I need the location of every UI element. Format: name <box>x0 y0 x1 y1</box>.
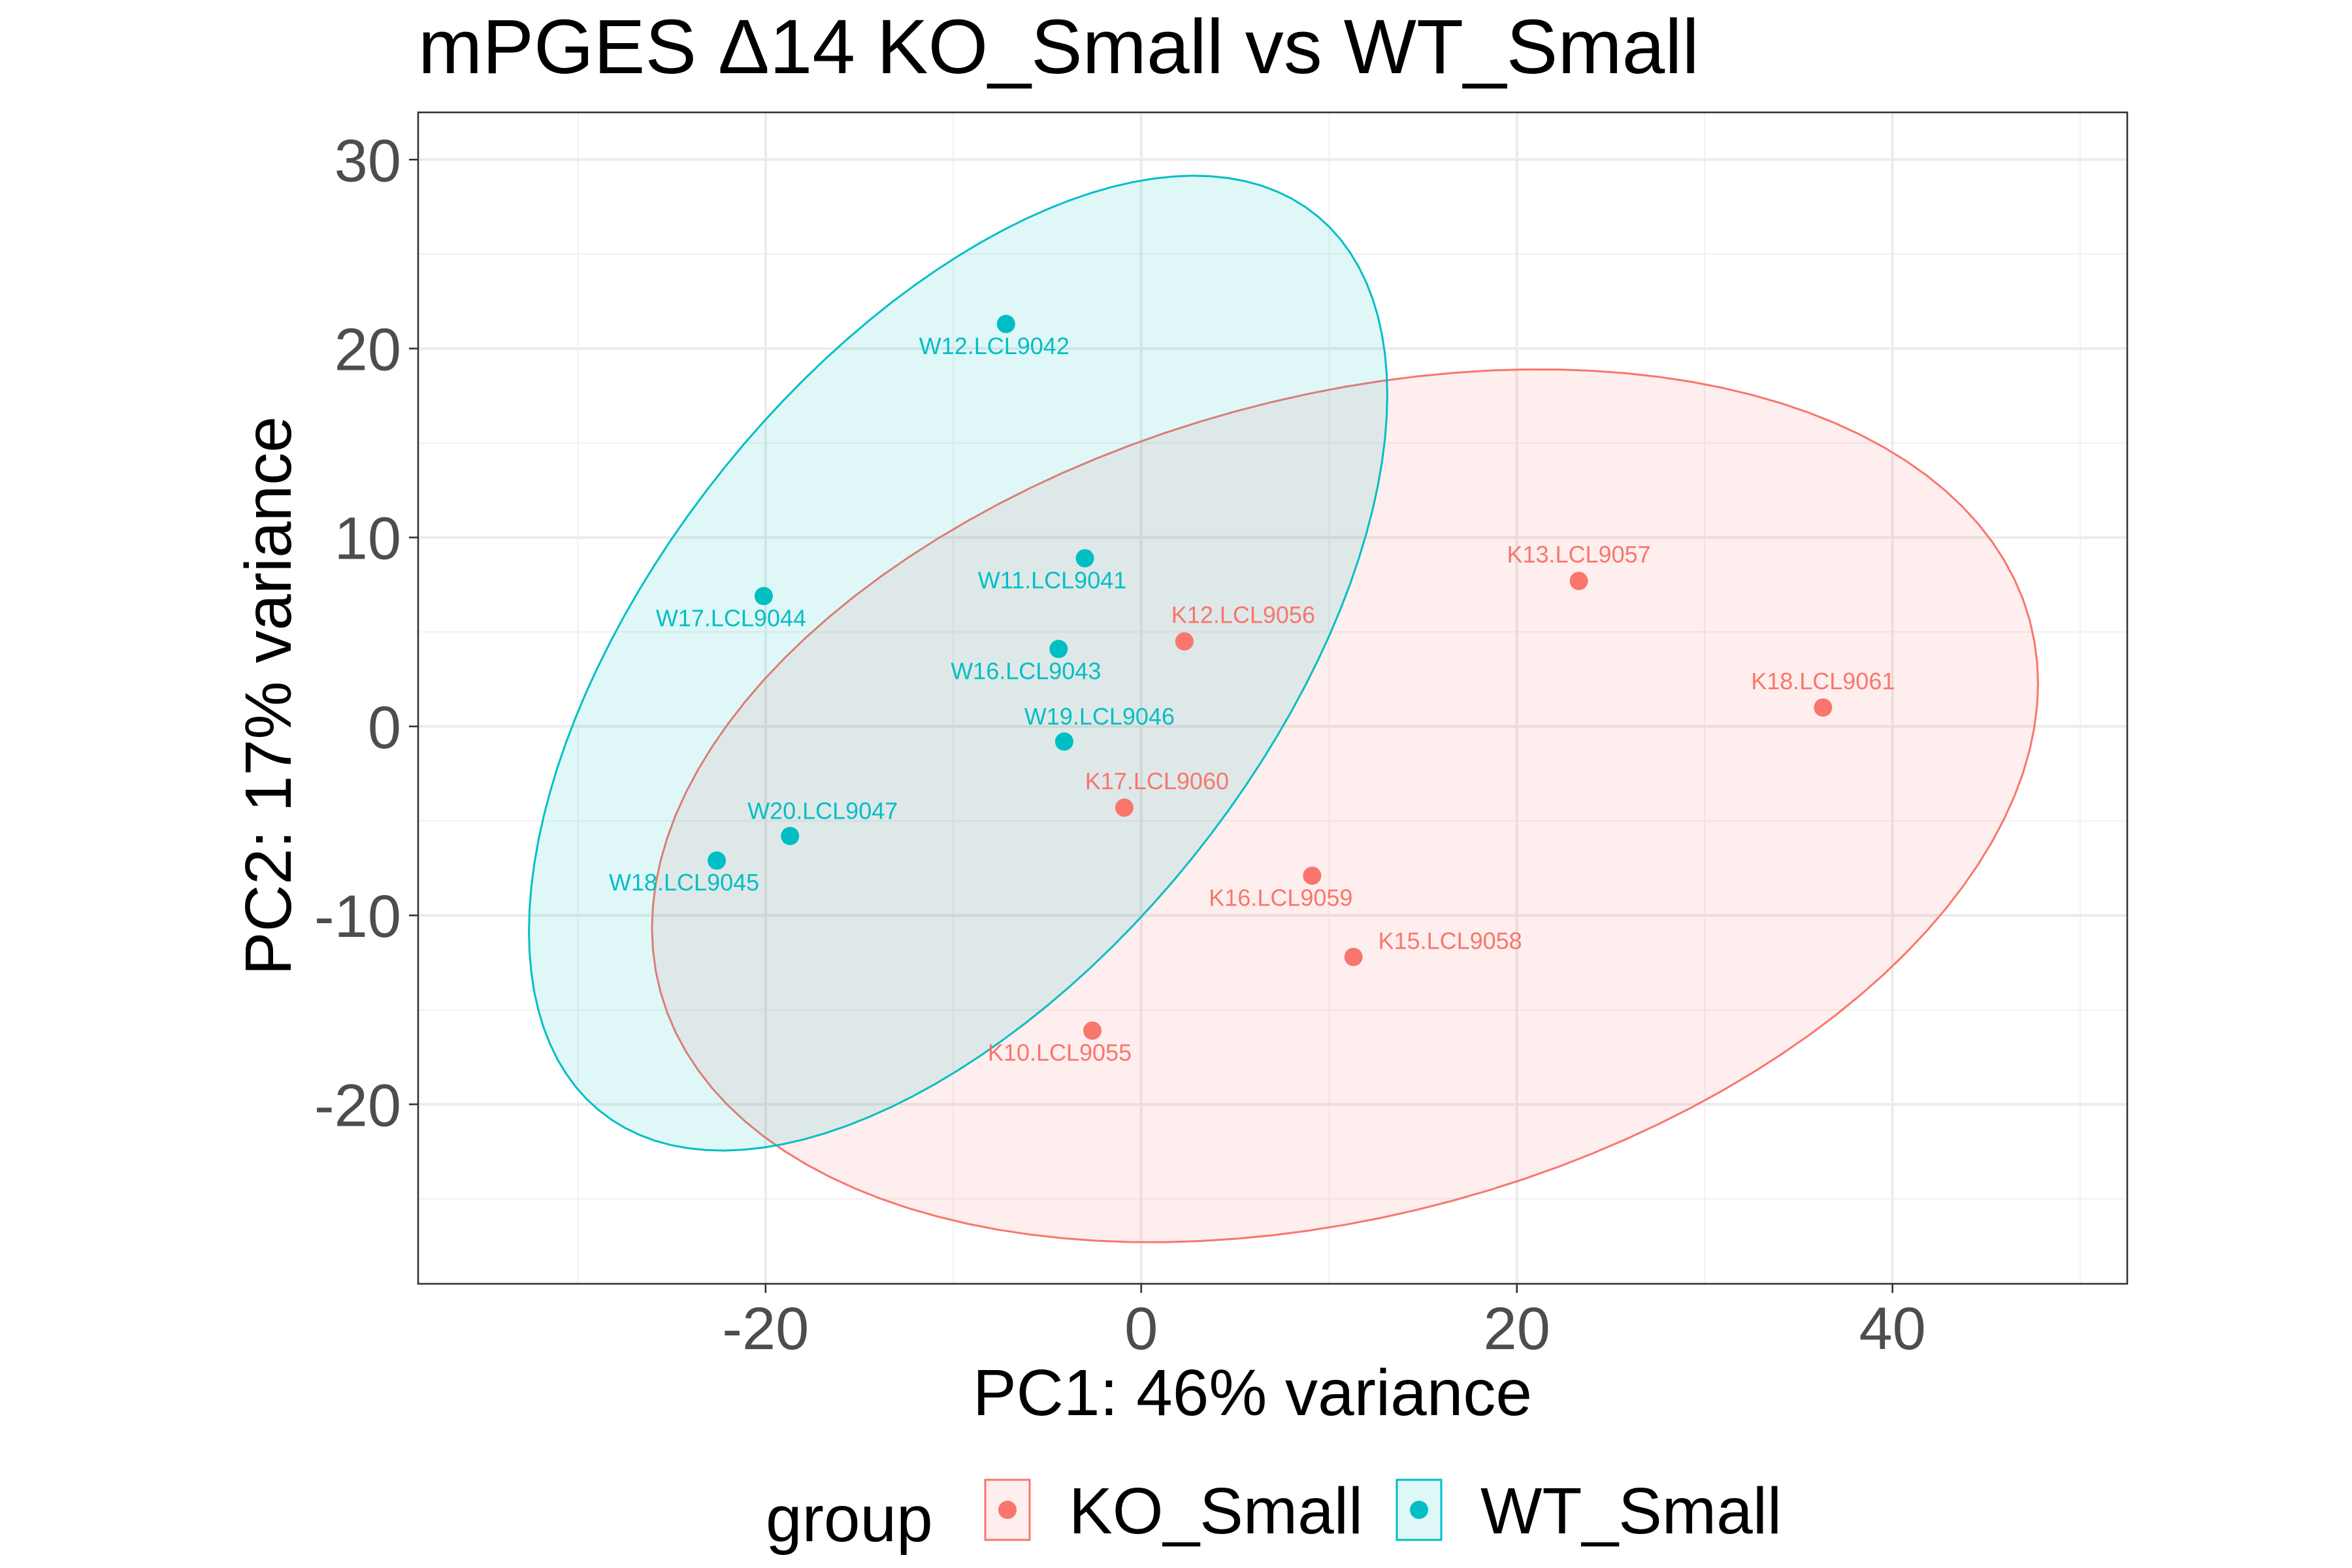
point-label: W19.LCL9046 <box>1024 703 1175 730</box>
chart-title: mPGES Δ14 KO_Small vs WT_Small <box>418 4 1699 90</box>
data-point-k17-lcl9060 <box>1115 798 1134 817</box>
data-point-w11-lcl9041 <box>1075 549 1094 568</box>
point-label: W12.LCL9042 <box>919 333 1070 359</box>
data-point-k13-lcl9057 <box>1569 572 1588 591</box>
data-point-k18-lcl9061 <box>1814 698 1833 717</box>
point-label: W16.LCL9043 <box>951 657 1101 684</box>
y-axis: -20 -10 0 10 20 30 <box>314 127 418 1139</box>
data-point-w20-lcl9047 <box>781 826 800 845</box>
point-label: K10.LCL9055 <box>988 1039 1132 1066</box>
legend-key-wt-small <box>1396 1478 1443 1541</box>
legend-items: KO_Small WT_Small <box>984 1475 1782 1548</box>
major-gridlines <box>418 112 2127 1284</box>
data-point-k16-lcl9059 <box>1303 866 1322 885</box>
legend: group KO_Small WT_Small <box>766 1475 1782 1556</box>
y-tick-label: -10 <box>314 883 401 950</box>
legend-title: group <box>766 1482 933 1556</box>
point-label: K12.LCL9056 <box>1171 602 1315 629</box>
x-tick-label: 40 <box>1859 1296 1925 1362</box>
legend-label: KO_Small <box>1069 1475 1363 1548</box>
x-axis-title: PC1: 46% variance <box>973 1356 1532 1429</box>
point-label: K17.LCL9060 <box>1085 768 1229 794</box>
point-label: K18.LCL9061 <box>1751 668 1895 694</box>
data-point-w17-lcl9044 <box>754 587 773 606</box>
y-axis-title: PC2: 17% variance <box>232 416 305 975</box>
data-point-w16-lcl9043 <box>1049 640 1068 659</box>
x-axis: -20 0 20 40 <box>722 1284 1926 1362</box>
panel-background <box>418 112 2127 1284</box>
data-points <box>708 314 1833 1040</box>
point-labels: K13.LCL9057 K18.LCL9061 K12.LCL9056 K17.LCL… <box>609 333 1895 1066</box>
ellipse-ko-small <box>651 368 2040 1243</box>
y-tick-label: 10 <box>335 506 401 572</box>
y-tick-label: -20 <box>314 1072 401 1139</box>
data-point-k10-lcl9055 <box>1083 1021 1102 1040</box>
point-label: K15.LCL9058 <box>1379 928 1522 955</box>
panel-border <box>417 111 2129 1285</box>
legend-label: WT_Small <box>1480 1475 1782 1548</box>
y-tick-label: 30 <box>335 127 401 194</box>
point-label: W17.LCL9044 <box>656 604 806 631</box>
legend-marker <box>998 1501 1017 1519</box>
minor-gridlines <box>418 112 2127 1284</box>
point-label: K13.LCL9057 <box>1507 541 1650 568</box>
legend-marker <box>1410 1501 1428 1519</box>
point-label: W20.LCL9047 <box>747 798 898 825</box>
ellipse-wt-small <box>528 174 1388 1152</box>
point-label: W18.LCL9045 <box>609 869 759 896</box>
confidence-ellipses <box>528 174 2040 1243</box>
x-tick-label: -20 <box>722 1296 809 1362</box>
y-tick-label: 20 <box>335 316 401 383</box>
plot-panel: K13.LCL9057 K18.LCL9061 K12.LCL9056 K17.LCL… <box>417 111 2129 1285</box>
legend-swatch <box>984 1478 1031 1541</box>
point-label: K16.LCL9059 <box>1209 884 1352 911</box>
y-tick-label: 0 <box>368 694 401 761</box>
data-point-k15-lcl9058 <box>1344 947 1363 966</box>
data-point-w18-lcl9045 <box>708 851 727 870</box>
x-tick-label: 0 <box>1124 1296 1158 1362</box>
data-point-k12-lcl9056 <box>1175 632 1194 651</box>
legend-swatch <box>1396 1478 1443 1541</box>
point-label: W11.LCL9041 <box>978 566 1126 593</box>
data-point-w19-lcl9046 <box>1054 732 1073 751</box>
legend-key-ko-small <box>984 1478 1031 1541</box>
data-point-w12-lcl9042 <box>996 314 1015 333</box>
x-tick-label: 20 <box>1484 1296 1550 1362</box>
